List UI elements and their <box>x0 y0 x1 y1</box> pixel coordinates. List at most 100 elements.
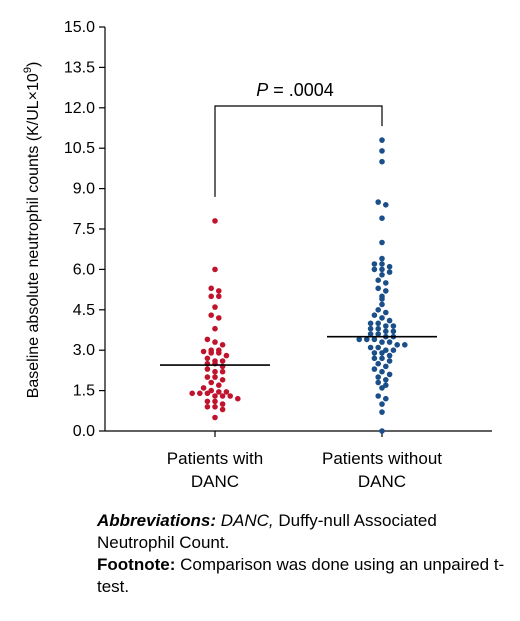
data-point <box>212 404 218 410</box>
data-point <box>379 137 385 143</box>
data-point <box>200 348 207 355</box>
abbreviations-note: Abbreviations: DANC, Duffy-null Associat… <box>97 510 507 554</box>
data-point <box>379 355 385 362</box>
data-point <box>375 331 382 337</box>
y-tick-label: 3.0 <box>73 342 95 359</box>
y-axis-title-end: ) <box>25 62 42 67</box>
data-point <box>208 312 214 319</box>
abbreviation-term: DANC, <box>220 511 274 530</box>
data-point <box>375 360 382 367</box>
footnote-label: Footnote: <box>97 555 176 574</box>
data-point <box>383 328 389 335</box>
data-point <box>371 355 378 362</box>
data-point <box>204 390 211 397</box>
data-point <box>200 385 207 391</box>
data-point <box>386 269 393 275</box>
data-point <box>402 342 408 348</box>
data-point <box>219 342 226 348</box>
data-point <box>212 218 218 224</box>
data-point <box>386 352 393 359</box>
data-point <box>212 393 218 399</box>
data-point <box>219 393 226 399</box>
data-point <box>216 293 222 300</box>
data-point <box>390 323 397 329</box>
data-point <box>379 266 385 273</box>
data-point <box>383 309 389 316</box>
data-point <box>379 401 385 407</box>
data-point <box>212 325 218 332</box>
data-point <box>367 331 374 337</box>
data-point <box>379 368 385 375</box>
y-tick-label: 1.5 <box>73 383 95 400</box>
figure-notes: Abbreviations: DANC, Duffy-null Associat… <box>97 510 507 598</box>
significance-bracket <box>214 105 383 197</box>
y-axis-title-superscript: 9 <box>22 67 34 73</box>
data-point <box>219 401 226 407</box>
data-point <box>371 336 378 343</box>
data-point <box>383 280 389 286</box>
data-point <box>386 263 393 270</box>
footnote: Footnote: Comparison was done using an u… <box>97 554 507 598</box>
data-point <box>375 344 382 351</box>
data-point <box>379 158 385 165</box>
data-point <box>386 339 393 345</box>
y-tick-label: 7.5 <box>73 221 95 238</box>
data-point <box>189 390 195 397</box>
data-point <box>367 320 374 327</box>
data-point <box>383 288 389 294</box>
data-point <box>379 215 385 221</box>
scatter-chart: 0.0 1.5 3.0 4.5 6.0 7.5 9.0 10.5 12.0 13.5 15.0 Pa… <box>22 19 492 491</box>
data-point <box>375 325 382 332</box>
data-point <box>379 148 385 154</box>
data-point <box>208 379 214 386</box>
data-point <box>204 404 211 410</box>
data-point <box>379 339 385 345</box>
data-point <box>375 277 382 284</box>
data-point <box>216 315 222 321</box>
data-point <box>219 368 226 375</box>
data-point <box>390 328 397 335</box>
data-point <box>386 371 393 378</box>
data-point <box>212 304 218 310</box>
data-point <box>383 377 389 383</box>
p-value-annotation: P = .0004 <box>256 80 334 100</box>
p-symbol: P <box>256 80 268 100</box>
data-point <box>379 301 385 308</box>
p-value: = .0004 <box>268 80 334 100</box>
data-point <box>219 358 226 364</box>
x-category-label: Patients without <box>322 449 442 468</box>
data-point <box>383 202 389 208</box>
data-point <box>375 374 382 380</box>
data-point <box>379 315 385 321</box>
y-tick-label: 10.5 <box>64 140 95 157</box>
data-point <box>235 395 241 402</box>
data-point <box>219 377 226 383</box>
data-point <box>375 307 382 313</box>
data-point <box>371 366 378 372</box>
data-point <box>390 347 397 354</box>
x-axis: Patients with DANC Patients without DANC <box>105 430 492 491</box>
median-lines <box>160 335 437 366</box>
data-point <box>375 393 382 399</box>
data-point <box>212 339 218 345</box>
data-point <box>204 398 211 405</box>
data-point <box>364 336 370 343</box>
data-point <box>379 296 385 302</box>
bracket-line <box>214 105 383 197</box>
data-point <box>394 342 401 348</box>
x-category-label: DANC <box>358 472 406 491</box>
data-point <box>208 285 214 292</box>
data-point <box>204 355 211 362</box>
y-tick-label: 4.5 <box>73 302 95 319</box>
data-point <box>204 336 211 343</box>
data-point <box>371 261 378 267</box>
data-point <box>204 366 211 372</box>
data-point <box>386 317 393 324</box>
x-category-label: Patients with <box>167 449 263 468</box>
data-point <box>375 379 382 386</box>
data-point <box>216 350 222 356</box>
y-tick-label: 13.5 <box>64 59 95 76</box>
y-tick-label: 6.0 <box>73 261 95 278</box>
data-point <box>356 336 363 343</box>
data-point <box>375 285 382 292</box>
